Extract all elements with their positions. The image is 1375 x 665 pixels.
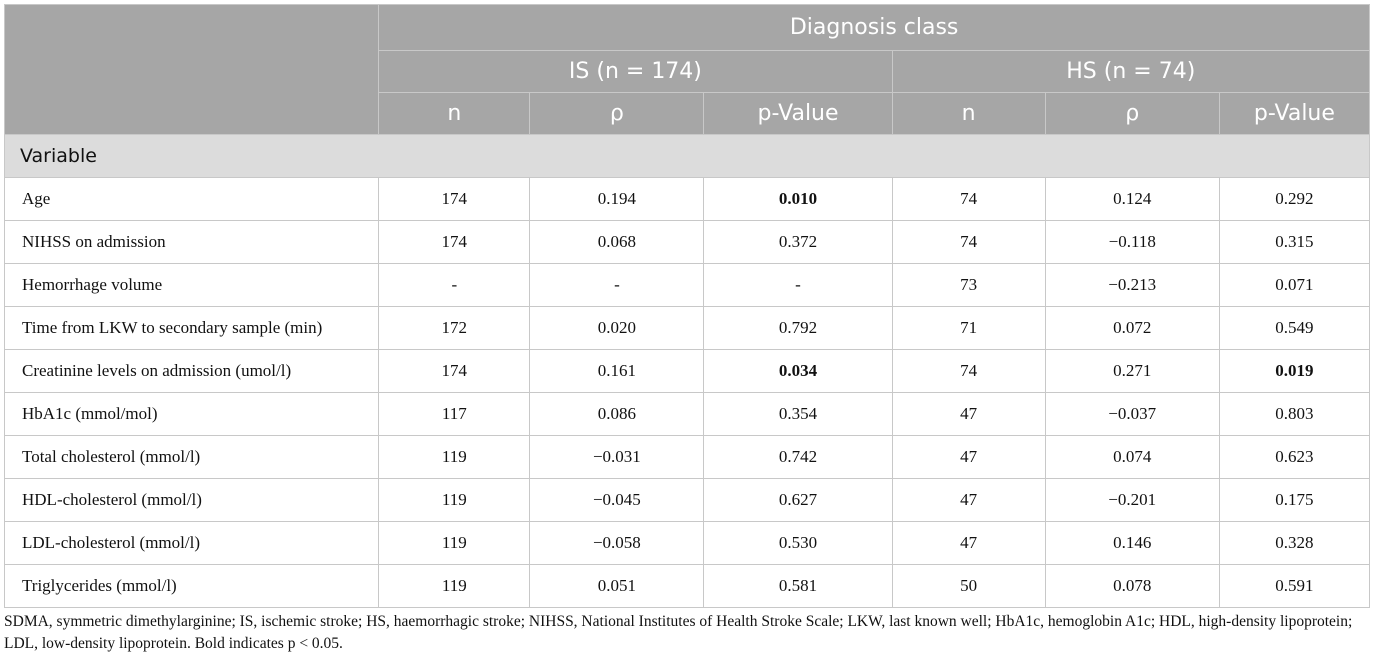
table-cell: 0.020 [529,306,705,350]
table-cell: 0.124 [1044,177,1220,221]
row-label: Triglycerides (mmol/l) [3,564,380,608]
col-header: n [891,92,1046,135]
table-cell: 0.146 [1044,521,1220,565]
table-cell: 47 [891,478,1046,522]
table-cell: 0.549 [1218,306,1371,350]
table-row: Total cholesterol (mmol/l) 119 −0.031 0.742… [3,435,1371,479]
col-header: ρ [1044,92,1220,135]
table-cell: −0.031 [529,435,705,479]
table-row: Creatinine levels on admission (umol/l) 1… [3,349,1371,393]
table-cell: 0.051 [529,564,705,608]
table-cell: 119 [378,478,531,522]
table-cell: 174 [378,349,531,393]
table-cell: 117 [378,392,531,436]
table-cell: 74 [891,349,1046,393]
table-row: HDL-cholesterol (mmol/l) 119 −0.045 0.627 47… [3,478,1371,522]
corner-cell [3,4,380,135]
row-label: Total cholesterol (mmol/l) [3,435,380,479]
row-label: NIHSS on admission [3,220,380,264]
col-header: p-Value [703,92,893,135]
table-cell: −0.118 [1044,220,1220,264]
table-cell: 71 [891,306,1046,350]
section-label: Variable [4,134,1370,178]
table-cell: 0.792 [703,306,893,350]
table-cell: 0.315 [1218,220,1371,264]
table-cell: 0.068 [529,220,705,264]
table-cell: 47 [891,392,1046,436]
table-footnote: SDMA, symmetric dimethylarginine; IS, is… [4,613,1353,652]
table-cell: 0.071 [1218,263,1371,307]
row-label: HDL-cholesterol (mmol/l) [3,478,380,522]
table-row: Age 174 0.194 0.010 74 0.124 0.292 [3,177,1371,221]
table-cell: 0.372 [703,220,893,264]
table-cell: 0.623 [1218,435,1371,479]
table-cell: 119 [378,435,531,479]
table-cell: 0.328 [1218,521,1371,565]
table-cell: 47 [891,521,1046,565]
row-label: Hemorrhage volume [3,263,380,307]
table-cell: 0.175 [1218,478,1371,522]
table-cell: 0.074 [1044,435,1220,479]
table-cell: −0.058 [529,521,705,565]
correlation-table: Diagnosis class IS (n = 174) HS (n = 74)… [3,4,1371,608]
table-cell: - [378,263,531,307]
table-cell: 74 [891,177,1046,221]
col-header: ρ [529,92,705,135]
table-cell: −0.201 [1044,478,1220,522]
table-cell: 0.803 [1218,392,1371,436]
table-cell: 0.086 [529,392,705,436]
table-row: NIHSS on admission 174 0.068 0.372 74 −0.118 0… [3,220,1371,264]
row-label: Age [3,177,380,221]
table-cell: 50 [891,564,1046,608]
table-cell: 174 [378,220,531,264]
table-row: HbA1c (mmol/mol) 117 0.086 0.354 47 −0.037 0.8… [3,392,1371,436]
table-cell: 0.010 [703,177,893,221]
table-cell: 0.078 [1044,564,1220,608]
table-cell: 174 [378,177,531,221]
table-row: Hemorrhage volume - - -73 −0.213 0.071 [3,263,1371,307]
table-cell: −0.045 [529,478,705,522]
table-cell: 119 [378,521,531,565]
table-cell: 0.530 [703,521,893,565]
table-row: LDL-cholesterol (mmol/l) 119 −0.058 0.530 47… [3,521,1371,565]
row-label: LDL-cholesterol (mmol/l) [3,521,380,565]
table-cell: 0.591 [1218,564,1371,608]
hs-group-header: HS (n = 74) [891,50,1371,93]
table-cell: 0.034 [703,349,893,393]
table-container: Diagnosis class IS (n = 174) HS (n = 74)… [3,4,1371,608]
table-cell: 172 [378,306,531,350]
is-group-header: IS (n = 174) [378,50,893,93]
table-cell: 73 [891,263,1046,307]
table-cell: 0.019 [1218,349,1371,393]
table-cell: 0.161 [529,349,705,393]
table-cell: −0.213 [1044,263,1220,307]
table-cell: 0.194 [529,177,705,221]
table-cell: - [703,263,893,307]
table-cell: 0.581 [703,564,893,608]
table-cell: - [529,263,705,307]
table-cell: 0.072 [1044,306,1220,350]
table-cell: 0.292 [1218,177,1371,221]
col-header: n [378,92,531,135]
table-cell: 0.354 [703,392,893,436]
table-cell: 47 [891,435,1046,479]
col-header: p-Value [1218,92,1371,135]
table-cell: 0.742 [703,435,893,479]
table-cell: −0.037 [1044,392,1220,436]
row-label: Creatinine levels on admission (umol/l) [3,349,380,393]
table-row: Triglycerides (mmol/l) 119 0.051 0.581 50 0.0… [3,564,1371,608]
table-cell: 119 [378,564,531,608]
table-cell: 74 [891,220,1046,264]
row-label: HbA1c (mmol/mol) [3,392,380,436]
table-cell: 0.271 [1044,349,1220,393]
row-label: Time from LKW to secondary sample (min) [3,306,380,350]
table-row: Time from LKW to secondary sample (min) 1… [3,306,1371,350]
diagnosis-class-header: Diagnosis class [378,4,1370,51]
table-cell: 0.627 [703,478,893,522]
